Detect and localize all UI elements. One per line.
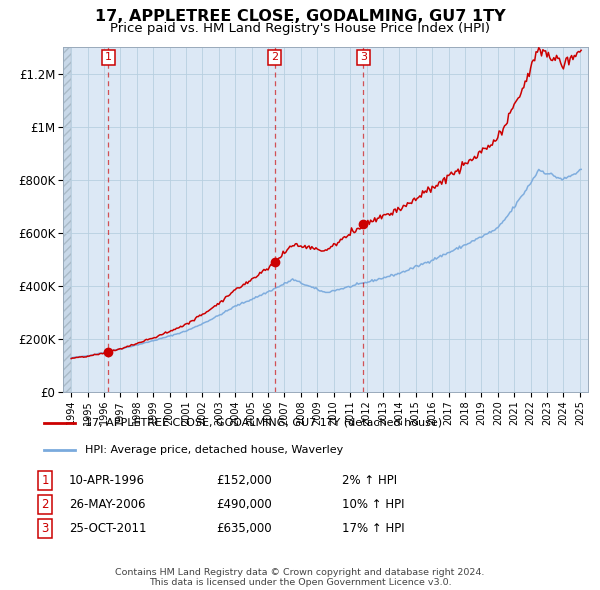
Text: Contains HM Land Registry data © Crown copyright and database right 2024.
This d: Contains HM Land Registry data © Crown c…: [115, 568, 485, 587]
Text: HPI: Average price, detached house, Waverley: HPI: Average price, detached house, Wave…: [85, 445, 344, 455]
Text: 10% ↑ HPI: 10% ↑ HPI: [342, 498, 404, 511]
Text: £635,000: £635,000: [216, 522, 272, 535]
Text: 2: 2: [271, 53, 278, 63]
Text: 2% ↑ HPI: 2% ↑ HPI: [342, 474, 397, 487]
Text: 25-OCT-2011: 25-OCT-2011: [69, 522, 146, 535]
Text: 3: 3: [41, 522, 49, 535]
Text: 3: 3: [360, 53, 367, 63]
Bar: [63, 47, 71, 392]
Text: 17% ↑ HPI: 17% ↑ HPI: [342, 522, 404, 535]
Text: £490,000: £490,000: [216, 498, 272, 511]
Text: 17, APPLETREE CLOSE, GODALMING, GU7 1TY: 17, APPLETREE CLOSE, GODALMING, GU7 1TY: [95, 9, 505, 24]
Text: 2: 2: [41, 498, 49, 511]
Text: 26-MAY-2006: 26-MAY-2006: [69, 498, 146, 511]
Text: £152,000: £152,000: [216, 474, 272, 487]
Text: 1: 1: [41, 474, 49, 487]
Text: 10-APR-1996: 10-APR-1996: [69, 474, 145, 487]
Text: Price paid vs. HM Land Registry's House Price Index (HPI): Price paid vs. HM Land Registry's House …: [110, 22, 490, 35]
Text: 1: 1: [105, 53, 112, 63]
Text: 17, APPLETREE CLOSE, GODALMING, GU7 1TY (detached house): 17, APPLETREE CLOSE, GODALMING, GU7 1TY …: [85, 418, 443, 428]
